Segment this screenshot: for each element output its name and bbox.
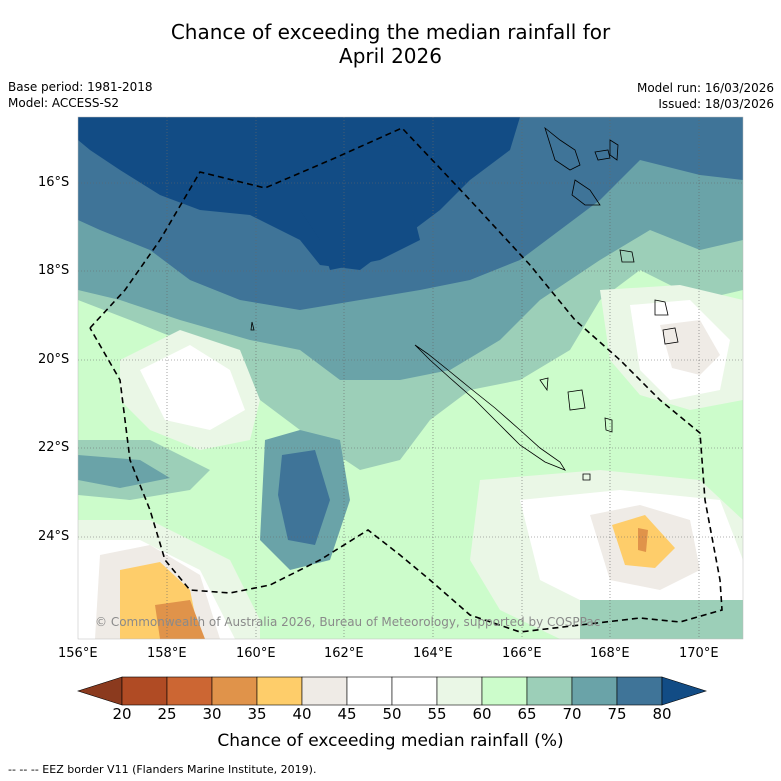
eez-border [89, 127, 723, 633]
colorbar-bin-55-60 [436, 676, 483, 706]
colorbar-extend-high [661, 676, 707, 706]
lat-label-22s: 22°S [38, 440, 70, 455]
base-period: Base period: 1981-2018 [8, 80, 153, 94]
rainfall-probability-field [78, 117, 743, 639]
lon-label-156e: 156°E [58, 646, 98, 661]
map-title-line1: Chance of exceeding the median rainfall … [170, 20, 611, 44]
map-frame [77, 116, 744, 640]
lon-label-160e: 160°E [236, 646, 276, 661]
colorbar-title: Chance of exceeding median rainfall (%) [217, 731, 564, 751]
lon-label-166e: 166°E [502, 646, 542, 661]
graticule [78, 117, 743, 639]
colorbar-tick-45: 45 [337, 705, 357, 723]
colorbar-bin-40-45 [301, 676, 348, 706]
lat-label-20s: 20°S [38, 352, 70, 367]
colorbar-tick-80: 80 [652, 705, 672, 723]
lat-label-24s: 24°S [38, 529, 70, 544]
colorbar-tick-30: 30 [202, 705, 222, 723]
colorbar-extend-low [77, 676, 123, 706]
colorbar-bin-45-50 [346, 676, 393, 706]
coastlines [250, 126, 679, 481]
lat-label-18s: 18°S [38, 263, 70, 278]
colorbar-bin-30-35 [211, 676, 258, 706]
colorbar-bin-75-80 [616, 676, 663, 706]
colorbar-bin-65-70 [526, 676, 573, 706]
copyright-notice: © Commonwealth of Australia 2026, Bureau… [95, 615, 601, 629]
lat-label-16s: 16°S [38, 175, 70, 190]
colorbar-bin-60-65 [481, 676, 528, 706]
lon-label-168e: 168°E [590, 646, 630, 661]
colorbar-bin-70-75 [571, 676, 618, 706]
colorbar-tick-50: 50 [382, 705, 402, 723]
lon-label-170e: 170°E [679, 646, 719, 661]
colorbar-tick-35: 35 [247, 705, 267, 723]
lon-label-164e: 164°E [413, 646, 453, 661]
model-name: Model: ACCESS-S2 [8, 96, 120, 110]
colorbar-tick-65: 65 [517, 705, 537, 723]
colorbar [77, 676, 707, 706]
colorbar-bin-25-30 [166, 676, 213, 706]
colorbar-bin-35-40 [256, 676, 303, 706]
colorbar-tick-20: 20 [112, 705, 132, 723]
colorbar-tick-60: 60 [472, 705, 492, 723]
model-run: Model run: 16/03/2026 [636, 81, 774, 95]
lon-label-158e: 158°E [147, 646, 187, 661]
eez-legend-note: -- -- -- EEZ border V11 (Flanders Marine… [8, 763, 317, 776]
colorbar-tick-55: 55 [427, 705, 447, 723]
colorbar-tick-75: 75 [607, 705, 627, 723]
colorbar-tick-25: 25 [157, 705, 177, 723]
lon-label-162e: 162°E [324, 646, 364, 661]
colorbar-tick-70: 70 [562, 705, 582, 723]
colorbar-tick-40: 40 [292, 705, 312, 723]
colorbar-bin-20-25 [121, 676, 168, 706]
colorbar-bin-50-55 [391, 676, 438, 706]
map-title-line2: April 2026 [339, 44, 442, 68]
issued-date: Issued: 18/03/2026 [658, 97, 774, 111]
